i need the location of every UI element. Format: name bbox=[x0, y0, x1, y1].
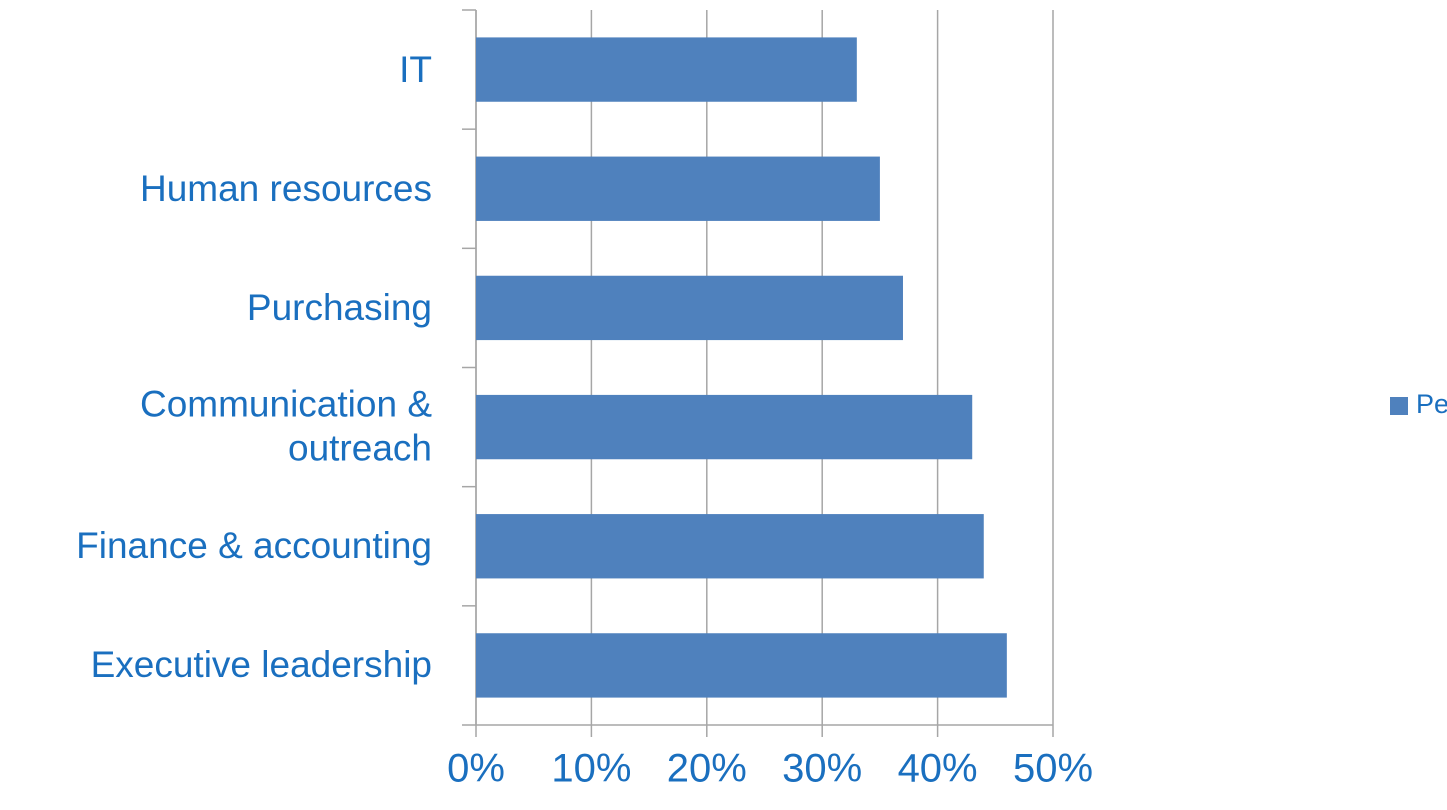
x-tick-label: 10% bbox=[551, 747, 631, 791]
y-tick-label: Executive leadership bbox=[90, 644, 432, 686]
x-tick-label: 0% bbox=[447, 747, 505, 791]
bar bbox=[476, 156, 880, 221]
x-tick-label: 20% bbox=[667, 747, 747, 791]
bar bbox=[476, 394, 973, 460]
y-tick-label: IT bbox=[399, 48, 432, 90]
bar bbox=[476, 514, 984, 579]
y-tick-label: Purchasing bbox=[246, 286, 432, 328]
bar bbox=[476, 37, 857, 102]
bar bbox=[476, 633, 1007, 698]
y-tick-label: Finance & accounting bbox=[76, 525, 432, 567]
x-tick-label: 50% bbox=[1013, 747, 1093, 791]
bar bbox=[476, 275, 903, 341]
legend-label: Percent reporting bbox=[1416, 389, 1447, 419]
y-tick-label: Communication & outreach bbox=[139, 383, 432, 470]
x-tick-label: 40% bbox=[898, 747, 978, 791]
y-tick-label: Human resources bbox=[139, 167, 432, 209]
legend-swatch bbox=[1390, 397, 1408, 415]
x-tick-label: 30% bbox=[782, 747, 862, 791]
